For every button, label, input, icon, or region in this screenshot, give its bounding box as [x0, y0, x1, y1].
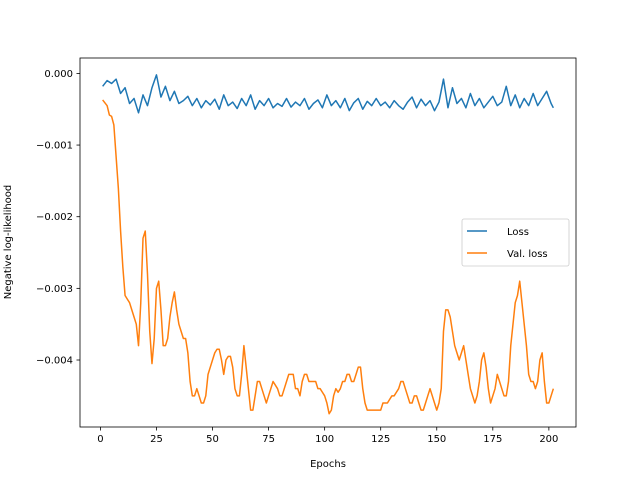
plot-lines [102, 74, 555, 415]
x-tick-label: 50 [206, 434, 219, 445]
y-tick-label: −0.003 [36, 284, 73, 295]
series-line-loss [102, 74, 555, 114]
x-tick-label: 125 [371, 434, 390, 445]
legend-box [461, 218, 570, 267]
legend-label-loss: Loss [507, 227, 529, 238]
y-axis-ticks: 0.000 −0.001 −0.002 −0.003 −0.004 [36, 69, 80, 367]
y-tick-label: −0.002 [36, 212, 73, 223]
series-line-val-loss [102, 99, 555, 415]
x-axis-ticks: 0 25 50 75 100 125 150 175 200 [97, 427, 558, 445]
x-tick-label: 25 [150, 434, 163, 445]
legend-label-val-loss: Val. loss [507, 249, 548, 260]
y-tick-label: 0.000 [44, 69, 73, 80]
x-tick-label: 75 [262, 434, 275, 445]
y-tick-label: −0.004 [36, 356, 73, 367]
y-tick-label: −0.001 [36, 141, 73, 152]
x-axis-label: Epochs [310, 459, 346, 470]
x-tick-label: 200 [539, 434, 558, 445]
legend: Loss Val. loss [461, 218, 570, 267]
x-tick-label: 175 [483, 434, 502, 445]
y-axis-label: Negative log-likelihood [3, 185, 14, 300]
x-tick-label: 150 [427, 434, 446, 445]
axes-frame [79, 57, 577, 428]
x-tick-label: 0 [97, 434, 103, 445]
x-tick-label: 100 [315, 434, 334, 445]
